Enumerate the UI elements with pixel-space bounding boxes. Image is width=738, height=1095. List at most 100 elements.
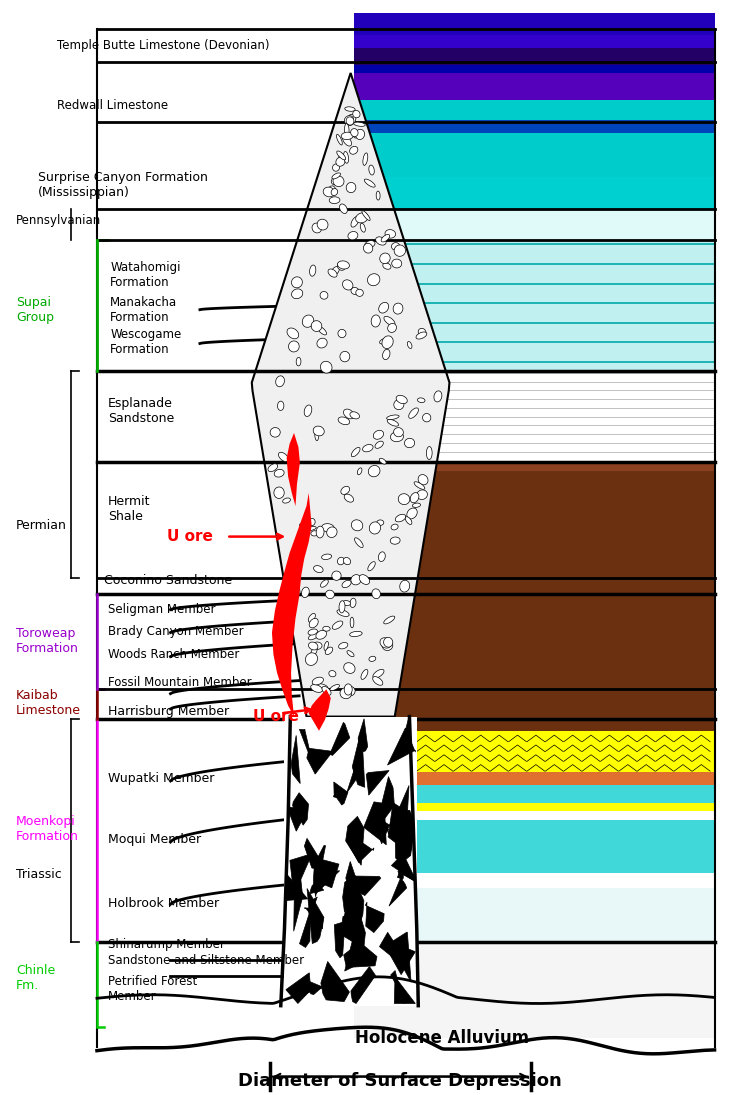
- Ellipse shape: [322, 523, 334, 532]
- Ellipse shape: [332, 173, 340, 178]
- Polygon shape: [379, 932, 402, 964]
- Polygon shape: [287, 807, 308, 831]
- Polygon shape: [373, 816, 390, 844]
- Ellipse shape: [339, 204, 348, 214]
- Ellipse shape: [346, 183, 356, 193]
- Text: Holbrook Member: Holbrook Member: [108, 897, 219, 910]
- Ellipse shape: [340, 351, 350, 361]
- Ellipse shape: [342, 135, 351, 146]
- Ellipse shape: [317, 219, 328, 230]
- Polygon shape: [354, 35, 714, 55]
- Polygon shape: [401, 833, 413, 856]
- Text: Fossil Mountain Member: Fossil Mountain Member: [108, 677, 252, 689]
- Ellipse shape: [379, 459, 386, 464]
- Polygon shape: [354, 811, 714, 820]
- Ellipse shape: [365, 180, 375, 187]
- Ellipse shape: [283, 498, 291, 503]
- Ellipse shape: [325, 647, 333, 655]
- Ellipse shape: [350, 618, 354, 627]
- Ellipse shape: [354, 123, 365, 126]
- Polygon shape: [354, 48, 714, 66]
- Polygon shape: [389, 808, 401, 835]
- Polygon shape: [391, 855, 415, 884]
- Ellipse shape: [274, 487, 284, 498]
- Ellipse shape: [373, 430, 384, 439]
- Ellipse shape: [413, 503, 421, 507]
- Text: Brady Canyon Member: Brady Canyon Member: [108, 625, 244, 638]
- Ellipse shape: [331, 266, 339, 276]
- Polygon shape: [354, 240, 714, 371]
- Ellipse shape: [346, 117, 354, 125]
- Ellipse shape: [369, 165, 374, 175]
- Ellipse shape: [322, 687, 331, 695]
- Ellipse shape: [340, 688, 352, 699]
- Ellipse shape: [363, 243, 373, 253]
- Polygon shape: [286, 972, 311, 1003]
- Polygon shape: [346, 862, 357, 917]
- Ellipse shape: [371, 315, 380, 327]
- Text: Moenkopi
Formation: Moenkopi Formation: [16, 815, 79, 843]
- Polygon shape: [354, 371, 714, 462]
- Ellipse shape: [379, 552, 385, 562]
- Ellipse shape: [351, 448, 360, 457]
- Polygon shape: [252, 73, 449, 716]
- Polygon shape: [307, 748, 333, 774]
- Polygon shape: [354, 176, 714, 209]
- Ellipse shape: [333, 176, 344, 186]
- Polygon shape: [391, 932, 411, 982]
- Text: Holocene Alluvium: Holocene Alluvium: [356, 1029, 530, 1048]
- Ellipse shape: [368, 465, 380, 476]
- Text: Wescogame
Formation: Wescogame Formation: [110, 328, 182, 356]
- Polygon shape: [292, 736, 300, 784]
- Polygon shape: [354, 730, 714, 772]
- Ellipse shape: [339, 601, 345, 613]
- Polygon shape: [345, 923, 361, 971]
- Polygon shape: [351, 967, 376, 1003]
- Text: Coconino Sandstone: Coconino Sandstone: [104, 574, 232, 587]
- Polygon shape: [304, 839, 327, 871]
- Polygon shape: [354, 101, 714, 119]
- Text: Woods Ranch Member: Woods Ranch Member: [108, 648, 239, 661]
- Ellipse shape: [368, 562, 375, 570]
- Text: Moqui Member: Moqui Member: [108, 833, 201, 846]
- Ellipse shape: [341, 132, 354, 139]
- Ellipse shape: [387, 419, 399, 426]
- Ellipse shape: [317, 326, 326, 335]
- Polygon shape: [310, 883, 324, 894]
- Ellipse shape: [394, 400, 404, 410]
- Text: Shinarump Member: Shinarump Member: [108, 938, 225, 952]
- Text: Chinle
Fm.: Chinle Fm.: [16, 965, 55, 992]
- Ellipse shape: [423, 414, 431, 422]
- Ellipse shape: [351, 217, 359, 227]
- Polygon shape: [315, 871, 339, 894]
- Polygon shape: [354, 73, 714, 101]
- Text: Seligman Member: Seligman Member: [108, 603, 215, 616]
- Polygon shape: [314, 845, 325, 897]
- Text: Pennsylvanian: Pennsylvanian: [16, 214, 101, 227]
- Ellipse shape: [393, 303, 403, 314]
- Ellipse shape: [337, 557, 345, 565]
- Ellipse shape: [360, 223, 365, 232]
- Ellipse shape: [385, 230, 396, 238]
- Ellipse shape: [344, 151, 348, 163]
- Ellipse shape: [294, 586, 300, 596]
- Ellipse shape: [308, 613, 315, 622]
- Text: Diameter of Surface Depression: Diameter of Surface Depression: [238, 1072, 562, 1090]
- Ellipse shape: [336, 158, 345, 166]
- Ellipse shape: [417, 489, 427, 499]
- Polygon shape: [345, 886, 356, 932]
- Ellipse shape: [308, 632, 320, 639]
- Polygon shape: [365, 902, 384, 933]
- Polygon shape: [347, 762, 359, 793]
- Text: Petrified Forest
Member: Petrified Forest Member: [108, 976, 197, 1003]
- Ellipse shape: [372, 589, 380, 599]
- Ellipse shape: [296, 357, 301, 366]
- Polygon shape: [366, 771, 389, 795]
- Polygon shape: [344, 942, 377, 968]
- Ellipse shape: [381, 234, 390, 242]
- Ellipse shape: [309, 265, 316, 276]
- Ellipse shape: [311, 321, 322, 332]
- Polygon shape: [334, 791, 344, 799]
- Ellipse shape: [300, 522, 311, 531]
- Ellipse shape: [328, 186, 336, 194]
